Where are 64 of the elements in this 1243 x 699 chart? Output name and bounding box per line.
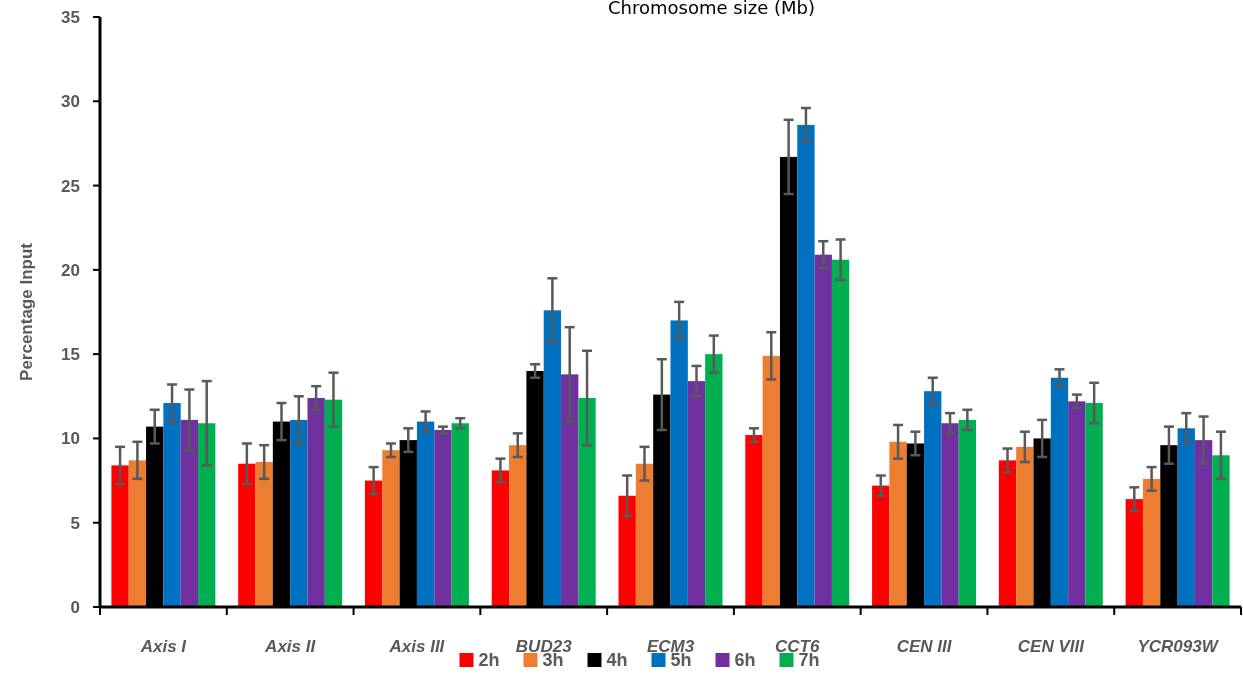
bar	[762, 355, 780, 607]
bar	[705, 354, 723, 607]
y-tick-label: 0	[70, 597, 80, 617]
y-tick-label: 10	[61, 429, 80, 449]
x-tick-label: Axis I	[139, 637, 188, 656]
bar	[364, 480, 383, 607]
x-tick-label: Axis III	[388, 637, 446, 656]
bar	[543, 310, 562, 607]
bar	[797, 124, 815, 607]
bar	[509, 445, 527, 607]
y-tick-label: 20	[61, 260, 80, 280]
bar	[889, 441, 907, 607]
bar	[307, 397, 325, 607]
bar	[1085, 403, 1103, 607]
x-tick-label: CEN VIII	[1017, 637, 1086, 656]
bar	[1068, 401, 1086, 607]
bar	[618, 495, 636, 607]
bar	[924, 391, 942, 607]
x-tick-label: YCR093W	[1137, 637, 1220, 656]
bar	[814, 254, 832, 607]
legend-label: 6h	[734, 650, 756, 671]
bar	[290, 419, 308, 607]
bar	[238, 463, 256, 607]
bar	[198, 423, 216, 607]
bar	[434, 430, 452, 607]
y-tick-label: 25	[61, 176, 80, 196]
bar	[958, 419, 977, 607]
bar	[180, 419, 199, 607]
bar	[1142, 478, 1161, 607]
bar	[324, 399, 343, 607]
x-tick-label: CEN III	[896, 637, 953, 656]
bar	[1177, 428, 1195, 607]
chart-title: Chromosome size (Mb)	[608, 0, 815, 18]
legend-label: 2h	[478, 650, 500, 671]
bar	[670, 320, 688, 607]
bar	[561, 374, 579, 607]
y-tick-label: 35	[61, 7, 80, 27]
bar	[416, 421, 435, 607]
bar	[998, 460, 1017, 607]
bar	[578, 397, 596, 607]
bar	[451, 423, 469, 607]
bar	[1125, 499, 1143, 607]
x-tick-label: Axis II	[264, 637, 317, 656]
bar	[687, 381, 706, 607]
bar	[1050, 377, 1069, 607]
bar	[128, 460, 147, 607]
bar	[635, 463, 654, 607]
bar	[491, 470, 510, 607]
y-axis-title: Percentage Input	[17, 242, 36, 381]
bar	[872, 485, 890, 607]
bar	[831, 259, 850, 607]
bar	[1194, 440, 1213, 607]
bar	[1212, 455, 1230, 607]
bar	[163, 403, 181, 607]
bar	[745, 435, 763, 607]
legend-label: 4h	[606, 650, 628, 671]
bar	[111, 465, 129, 607]
bar	[255, 462, 273, 607]
bar	[1016, 446, 1034, 607]
bar	[382, 450, 400, 607]
y-tick-label: 15	[61, 345, 80, 365]
y-tick-label: 5	[70, 513, 80, 533]
bar	[941, 423, 959, 607]
y-tick-label: 30	[61, 92, 80, 112]
